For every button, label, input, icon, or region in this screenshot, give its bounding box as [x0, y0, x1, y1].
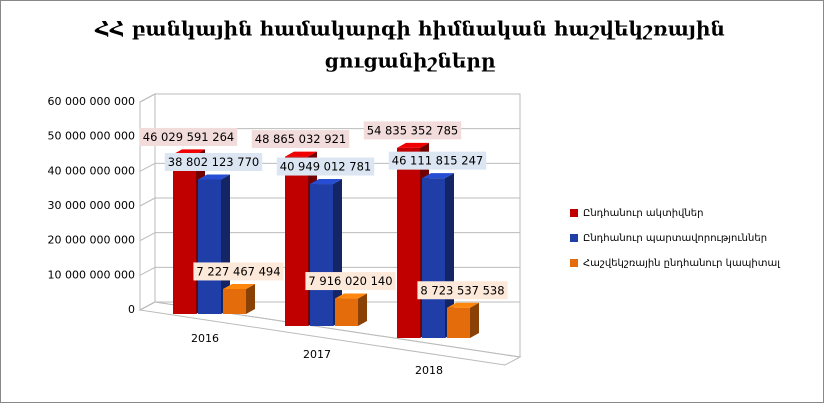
- y-tick-label: 60 000 000 000: [48, 95, 135, 108]
- grid-line: [139, 232, 156, 242]
- data-label-bg: [388, 151, 487, 170]
- y-tick-label: 10 000 000 000: [48, 268, 135, 281]
- data-label: 7 227 467 494: [196, 264, 280, 278]
- bar-front: [310, 184, 333, 326]
- grid-line: [139, 93, 156, 103]
- data-label: 8 723 537 538: [420, 283, 504, 297]
- bar: [447, 302, 479, 338]
- bar: [223, 283, 255, 314]
- data-label-bg: [363, 121, 462, 140]
- bar-side: [470, 302, 479, 338]
- data-label: 54 835 352 785: [367, 123, 458, 137]
- legend-swatch: [570, 209, 578, 217]
- data-label-bg: [417, 281, 508, 300]
- chart-title: ՀՀ բանկային համակարգի հիմնական հաշվեկշռա…: [94, 17, 725, 41]
- bar-front: [285, 156, 308, 326]
- bar-side: [358, 293, 367, 326]
- legend-label: Հաշվեկշռային ընդհանուր կապիտալ: [583, 258, 781, 269]
- chart-title: ցուցանիշները: [324, 49, 495, 73]
- data-label: 40 949 012 781: [280, 160, 371, 174]
- bar-top: [335, 293, 367, 299]
- legend-swatch: [570, 259, 578, 267]
- bar-top: [422, 173, 454, 179]
- grid-line: [139, 197, 156, 207]
- data-label-bg: [193, 262, 284, 281]
- x-tick-label: 2016: [191, 332, 219, 345]
- y-tick-label: 30 000 000 000: [48, 199, 135, 212]
- bar: [335, 293, 367, 326]
- data-label: 46 111 815 247: [392, 154, 483, 168]
- bar-side: [246, 283, 255, 314]
- x-tick-label: 2017: [303, 348, 331, 361]
- grid-line: [139, 266, 156, 276]
- bar-top: [285, 151, 317, 157]
- data-label: 38 802 123 770: [168, 155, 259, 169]
- bar-front: [173, 154, 196, 314]
- bar-top: [223, 283, 255, 289]
- legend-swatch: [570, 234, 578, 242]
- data-label: 7 916 020 140: [308, 274, 392, 288]
- bar-top: [310, 179, 342, 185]
- bar-front: [223, 288, 246, 314]
- bar-front: [447, 307, 470, 338]
- data-label-bg: [276, 157, 375, 176]
- data-label-bg: [139, 127, 238, 146]
- y-tick-label: 40 000 000 000: [48, 164, 135, 177]
- bar-front: [198, 179, 221, 314]
- legend-label: Ընդհանուր պարտավորություններ: [583, 233, 767, 244]
- grid-line: [139, 162, 156, 172]
- bar-front: [422, 178, 445, 338]
- bar-top: [198, 174, 230, 180]
- bar-front: [335, 298, 358, 326]
- data-label: 48 865 032 921: [255, 132, 346, 146]
- x-tick-label: 2018: [415, 364, 443, 377]
- y-tick-label: 20 000 000 000: [48, 234, 135, 247]
- data-label-bg: [164, 152, 263, 171]
- data-label-bg: [251, 130, 350, 149]
- legend-label: Ընդհանուր ակտիվներ: [583, 208, 703, 219]
- bar-top: [447, 302, 479, 308]
- bar-front: [397, 147, 420, 338]
- grid-line: [139, 301, 156, 311]
- y-tick-label: 0: [128, 303, 135, 316]
- data-label-bg: [305, 272, 396, 291]
- bar-top: [397, 142, 429, 148]
- data-label: 46 029 591 264: [143, 130, 234, 144]
- y-tick-label: 50 000 000 000: [48, 130, 135, 143]
